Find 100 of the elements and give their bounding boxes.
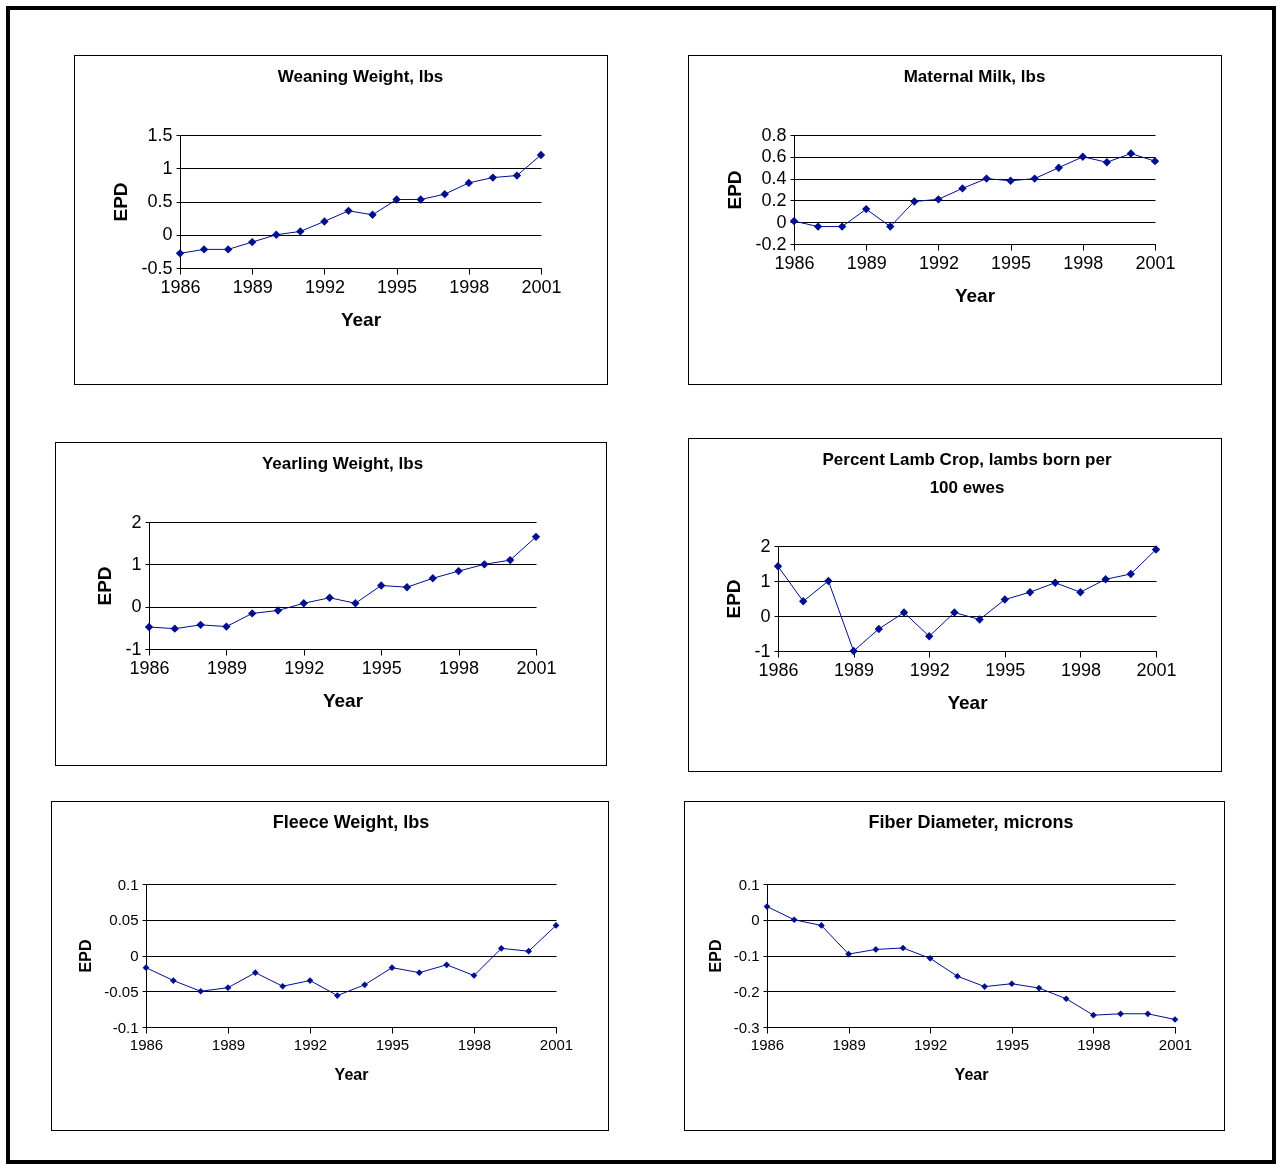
y-tick-label: -0.2 — [754, 233, 786, 254]
chart-title: Percent Lamb Crop, lambs born per 100 ewes — [821, 450, 1112, 497]
point — [899, 944, 907, 952]
y-tick-label: -0.1 — [112, 1018, 139, 1036]
point — [325, 593, 334, 602]
x-tick-label: 1998 — [1077, 1035, 1111, 1053]
x-tick-label: 2001 — [516, 657, 557, 678]
point — [497, 945, 505, 952]
point — [224, 984, 232, 992]
point — [1126, 569, 1135, 579]
y-tick-label: 0.6 — [760, 146, 786, 167]
x-tick-label: 2001 — [1134, 252, 1176, 273]
point — [813, 222, 822, 231]
x-tick-label: 1989 — [232, 276, 273, 297]
point — [1062, 995, 1070, 1003]
point — [1100, 575, 1110, 584]
x-tick-label: 1992 — [914, 1035, 948, 1053]
point — [199, 245, 208, 254]
x-tick-label: 1995 — [376, 276, 417, 297]
point — [798, 597, 807, 606]
y-tick-label: 1 — [131, 553, 142, 574]
point — [1005, 176, 1015, 185]
point — [351, 599, 360, 608]
point — [1090, 1011, 1097, 1019]
point — [367, 210, 377, 219]
point — [454, 566, 463, 576]
point — [251, 969, 259, 977]
x-tick-label: 1992 — [284, 657, 325, 678]
y-tick-label: 1 — [759, 570, 770, 591]
point — [1000, 595, 1009, 604]
chart-title: Yearling Weight, lbs — [261, 454, 424, 473]
point — [926, 955, 934, 962]
point — [506, 555, 515, 565]
x-tick-label: 1986 — [773, 252, 815, 273]
x-tick-label: 1995 — [375, 1035, 410, 1053]
y-tick-label: -0.3 — [733, 1018, 760, 1036]
x-axis-title: Year — [340, 308, 382, 330]
point — [1117, 1010, 1124, 1018]
point — [531, 532, 541, 541]
y-axis-title: EPD — [77, 939, 95, 973]
point — [981, 174, 991, 183]
point — [1054, 163, 1063, 172]
x-axis-title: Year — [954, 284, 996, 306]
point — [440, 190, 449, 199]
point — [170, 624, 179, 633]
x-axis-title: Year — [322, 689, 364, 711]
point — [974, 615, 984, 624]
point — [415, 969, 423, 977]
y-tick-label: 0 — [775, 211, 786, 232]
point — [271, 230, 280, 239]
x-tick-label: 1995 — [990, 252, 1031, 273]
point — [1050, 578, 1059, 587]
point — [361, 981, 369, 989]
point — [512, 171, 521, 180]
y-tick-label: -0.2 — [733, 982, 760, 1000]
chart-title: Weaning Weight, lbs — [277, 67, 443, 86]
x-tick-label: 1992 — [918, 252, 959, 273]
y-tick-label: 0 — [751, 911, 760, 929]
point — [1144, 1010, 1152, 1018]
point — [464, 178, 473, 188]
y-tick-label: 0.4 — [760, 168, 786, 189]
point — [525, 947, 533, 955]
x-tick-label: 1989 — [833, 659, 874, 680]
point — [837, 222, 846, 231]
point — [273, 606, 283, 615]
y-tick-label: 2 — [131, 511, 142, 532]
point — [1025, 588, 1034, 597]
point — [924, 632, 933, 641]
y-axis-title: EPD — [723, 170, 745, 210]
x-tick-label: 1995 — [984, 659, 1025, 680]
point — [1102, 158, 1111, 167]
x-tick-label: 1986 — [757, 659, 799, 680]
y-tick-label: 0 — [161, 224, 172, 245]
point — [279, 982, 287, 990]
point — [1078, 152, 1087, 161]
chart-title: Fleece Weight, lbs — [272, 812, 430, 832]
x-axis-title: Year — [954, 1065, 989, 1083]
point — [885, 222, 894, 231]
x-tick-label: 1992 — [304, 276, 345, 297]
y-tick-label: 2 — [759, 535, 770, 556]
y-tick-label: 1 — [161, 157, 172, 178]
point — [773, 562, 782, 571]
point — [957, 184, 967, 193]
point — [949, 608, 959, 617]
point — [1029, 174, 1039, 183]
point — [1150, 156, 1159, 166]
point — [175, 249, 184, 258]
point — [845, 950, 852, 958]
point — [196, 620, 205, 630]
point — [1075, 588, 1085, 597]
y-tick-label: -1 — [125, 638, 142, 659]
point — [1126, 149, 1135, 158]
y-tick-label: 0.1 — [117, 875, 139, 893]
point — [861, 204, 870, 214]
point — [1008, 980, 1016, 988]
point — [169, 977, 177, 984]
y-tick-label: -0.1 — [733, 947, 760, 964]
point — [222, 622, 231, 631]
x-tick-label: 2001 — [520, 276, 562, 297]
y-tick-label: 0 — [130, 947, 139, 964]
